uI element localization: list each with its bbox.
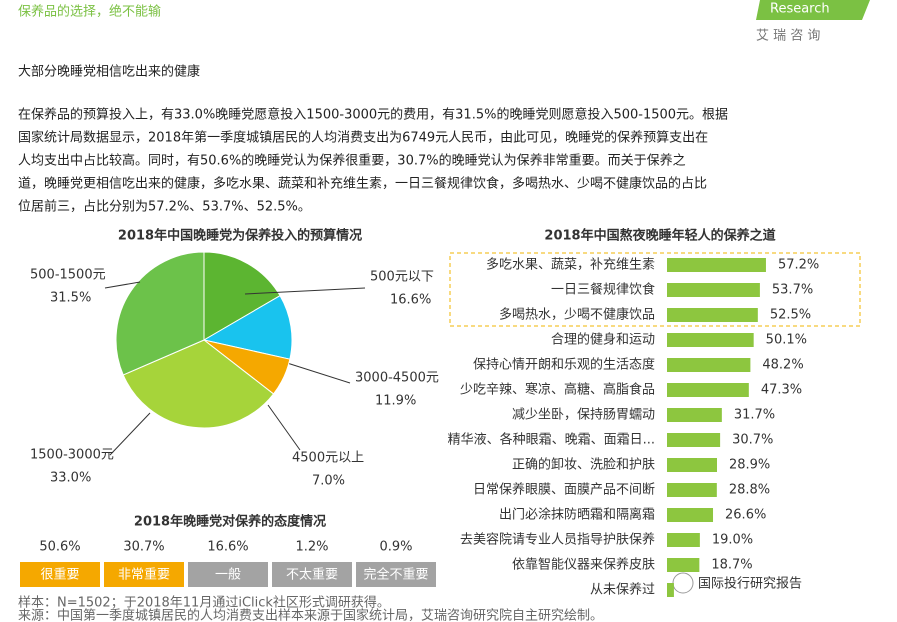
slice-value: 7.0% — [312, 474, 345, 489]
bar-value: 18.7% — [711, 558, 752, 573]
bar — [667, 383, 749, 397]
box-value: 50.6% — [39, 540, 80, 555]
bar-value: 48.2% — [762, 358, 803, 373]
pie-slice — [202, 294, 293, 360]
bar-label: 保持心情开朗和乐观的生活态度 — [473, 357, 655, 373]
bar — [667, 483, 717, 497]
leader-line — [267, 404, 301, 451]
attitude-box — [104, 562, 184, 587]
bar-value: 28.9% — [729, 458, 770, 473]
attitude-box — [356, 562, 436, 587]
attitude-box — [272, 562, 352, 587]
highlight-box — [449, 252, 861, 327]
subtitle: 大部分晚睡党相信吃出来的健康 — [18, 64, 200, 80]
box-value: 1.2% — [295, 540, 328, 555]
box-label: 不太重要 — [286, 567, 338, 583]
attitude-box — [188, 562, 268, 587]
bar-value: 53.7% — [772, 283, 813, 298]
logo: Research — [770, 2, 830, 17]
bar-label: 一日三餐规律饮食 — [551, 282, 655, 298]
bar — [667, 508, 714, 522]
box-label: 一般 — [215, 567, 241, 583]
bar-value: 50.1% — [766, 333, 807, 348]
watermark: 国际投行研究报告 — [698, 576, 802, 592]
paragraph-line: 在保养品的预算投入上，有33.0%晚睡党愿意投入1500-3000元的费用，有3… — [18, 107, 728, 123]
bar-label: 正确的卸妆、洗脸和护肤 — [512, 457, 655, 473]
source-note: 来源：中国第一季度城镇居民的人均消费支出样本来源于国家统计局，艾瑞咨询研究院自主… — [18, 608, 603, 622]
bar-label: 精华液、各种眼霜、晚霜、面霜日... — [448, 432, 655, 448]
slice-value: 16.6% — [390, 293, 431, 308]
bar-label: 少吃辛辣、寒凉、高糖、高脂食品 — [460, 382, 655, 398]
leader-line — [109, 412, 151, 456]
slice-label: 3000-4500元 — [355, 371, 439, 386]
box-label: 非常重要 — [118, 567, 170, 583]
box-value: 0.9% — [379, 540, 412, 555]
bar — [667, 308, 758, 322]
slice-label: 500元以下 — [370, 270, 434, 285]
bar — [667, 558, 700, 572]
sample-note: 样本：N=1502；于2018年11月通过iClick社区形式调研获得。 — [18, 595, 390, 611]
bar-value: 19.0% — [712, 533, 753, 548]
bar-label: 出门必涂抹防晒霜和隔离霜 — [499, 507, 655, 523]
bar-label: 从未保养过 — [590, 582, 655, 598]
bar-label: 减少坐卧，保持肠胃蠕动 — [512, 408, 655, 423]
bar — [667, 583, 674, 597]
box-label: 完全不重要 — [363, 567, 428, 583]
bar-value: 57.2% — [778, 258, 819, 273]
box-label: 很重要 — [40, 567, 79, 583]
bar-label: 去美容院请专业人员指导护肤保养 — [460, 532, 655, 548]
bar — [667, 258, 766, 272]
bar-value: 26.6% — [725, 508, 766, 523]
box-value: 30.7% — [123, 540, 164, 555]
bar-value: 31.7% — [734, 408, 775, 423]
bar-label: 多吃水果、蔬菜，补充维生素 — [486, 257, 655, 273]
leader-line — [244, 287, 366, 295]
attitude-box — [20, 562, 100, 587]
logo-cn: 艾 瑞 咨 询 — [756, 29, 820, 44]
slice-value: 31.5% — [50, 291, 91, 306]
paragraph-line: 道，晚睡党更相信吃出来的健康，多吃水果、蔬菜和补充维生素，一日三餐规律饮食，多喝… — [18, 176, 707, 192]
title: 保养品的选择，绝不能输 — [18, 4, 161, 20]
leader-line — [104, 281, 141, 289]
slice-label: 1500-3000元 — [30, 448, 114, 463]
chart-title: 2018年中国熬夜晚睡年轻人的保养之道 — [544, 228, 775, 244]
chart-title: 2018年中国晚睡党为保养投入的预算情况 — [118, 228, 362, 244]
bar — [667, 533, 700, 547]
paragraph: 在保养品的预算投入上，有33.0%晚睡党愿意投入1500-3000元的费用，有3… — [18, 107, 728, 215]
slice-label: 500-1500元 — [30, 268, 106, 283]
chart-title: 2018年晚睡党对保养的态度情况 — [134, 514, 326, 530]
bar — [667, 283, 760, 297]
logo-box — [756, 0, 870, 20]
bar-label: 合理的健身和运动 — [551, 332, 655, 348]
bar-label: 日常保养眼膜、面膜产品不间断 — [473, 482, 655, 498]
paragraph-line: 国家统计局数据显示，2018年第一季度城镇居民的人均消费支出为6749元人民币，… — [18, 130, 708, 146]
paragraph-line: 位居前三，占比分别为57.2%、53.7%、52.5%。 — [18, 199, 311, 215]
slice-value: 33.0% — [50, 471, 91, 486]
slice-value: 11.9% — [375, 394, 416, 409]
bar — [667, 458, 717, 472]
box-value: 16.6% — [207, 540, 248, 555]
pie-slice — [203, 251, 281, 341]
watermark-icon — [672, 572, 694, 594]
slice-label: 4500元以上 — [292, 451, 364, 466]
bar-value: 30.7% — [732, 433, 773, 448]
bar-label: 多喝热水，少喝不健康饮品 — [499, 307, 655, 323]
leader-line — [283, 361, 351, 384]
pie-slice — [122, 339, 275, 429]
bar — [667, 433, 721, 447]
bar-value: 47.3% — [761, 383, 802, 398]
bar — [667, 358, 751, 372]
bar — [667, 408, 722, 422]
paragraph-line: 人均支出中占比较高。同时，有50.6%的晚睡党认为保养很重要，30.7%的晚睡党… — [18, 153, 686, 169]
bar-label: 依靠智能仪器来保养皮肤 — [512, 557, 655, 573]
bar-value: 28.8% — [729, 483, 770, 498]
bar — [667, 333, 754, 347]
bar-value: 52.5% — [770, 308, 811, 323]
